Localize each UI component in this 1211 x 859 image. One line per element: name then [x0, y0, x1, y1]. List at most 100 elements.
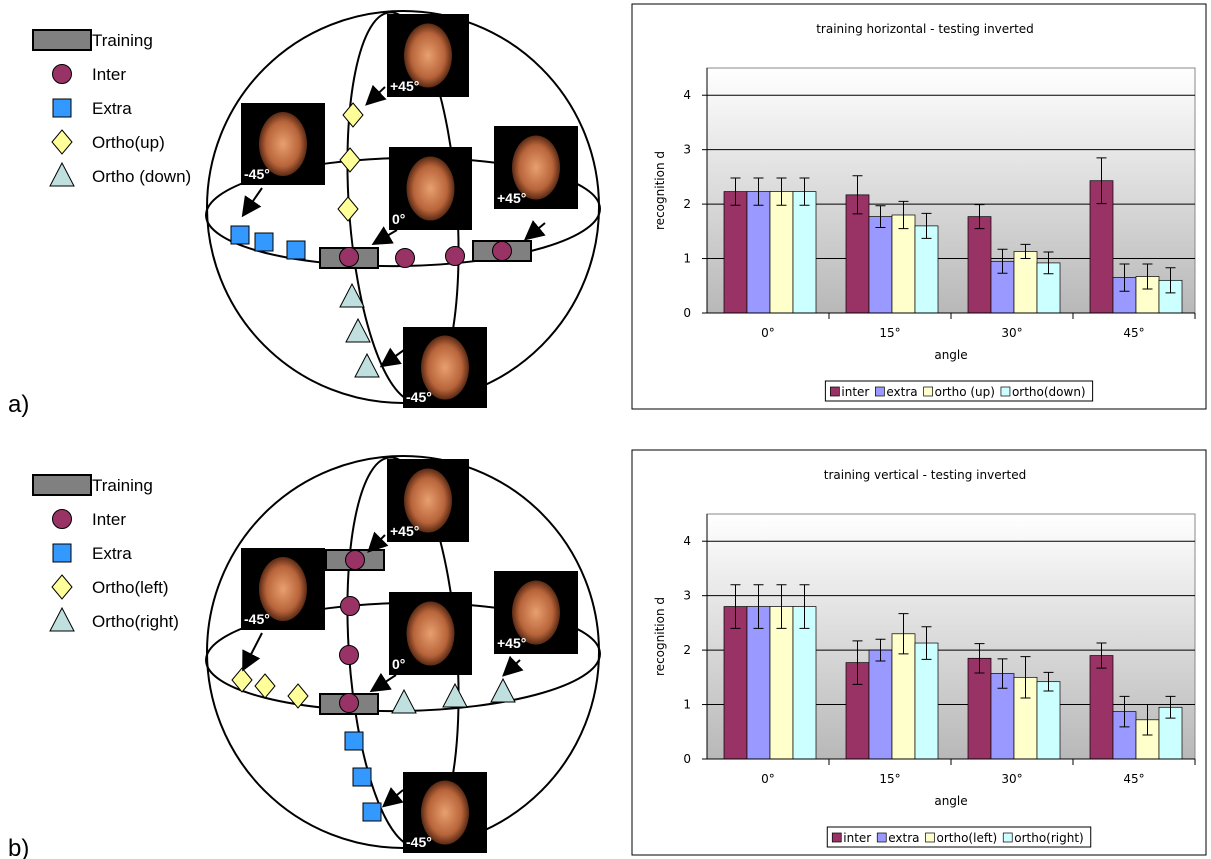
inter-marker: [446, 247, 465, 266]
inter-marker: [340, 646, 359, 665]
face-label: +45°: [390, 78, 419, 94]
legend-label: inter: [843, 831, 871, 845]
ortho-marker: [50, 608, 74, 631]
arrow: [368, 87, 385, 103]
y-tick-label: 4: [683, 534, 691, 548]
legend-swatch: [1001, 387, 1010, 396]
extra-marker: [53, 544, 71, 562]
panel-label: b): [8, 835, 29, 859]
y-tick-label: 0: [683, 306, 691, 320]
extra-marker: [363, 803, 381, 821]
ortho-marker: [343, 103, 363, 127]
bar: [1014, 251, 1037, 313]
ortho-marker: [355, 354, 379, 377]
ortho-marker: [52, 575, 72, 599]
y-tick-label: 4: [683, 88, 691, 102]
panel-label: a): [8, 391, 29, 418]
bar: [747, 607, 770, 759]
ortho-marker: [288, 684, 308, 708]
x-tick-label: 45°: [1123, 326, 1144, 340]
arrow: [375, 230, 397, 243]
arrow: [383, 350, 404, 365]
diagram: Training Inter Extra Ortho(up) Ortho (down) +…: [33, 9, 601, 408]
face-label: -45°: [406, 834, 432, 850]
inter-marker: [396, 249, 415, 268]
legend-label: Inter: [92, 65, 126, 84]
chart-title: training horizontal - testing inverted: [816, 22, 1034, 36]
legend-label: ortho(left): [937, 831, 998, 845]
extra-marker: [287, 241, 305, 259]
y-tick-label: 2: [683, 643, 691, 657]
inter-marker: [340, 248, 359, 267]
x-tick-label: 45°: [1123, 772, 1144, 786]
legend-swatch: [832, 833, 841, 842]
extra-marker: [353, 768, 371, 786]
chart: training vertical - testing inverted0123…: [632, 450, 1206, 855]
arrow: [505, 660, 520, 674]
legend-label: extra: [888, 831, 919, 845]
bar: [747, 192, 770, 313]
bar: [770, 192, 793, 313]
face-label: 0°: [392, 656, 405, 672]
face-label: -45°: [406, 389, 432, 405]
arrow: [370, 535, 385, 550]
legend-swatch: [1003, 833, 1012, 842]
bar: [968, 217, 991, 313]
ortho-marker: [491, 679, 515, 702]
chart-title: training vertical - testing inverted: [824, 468, 1026, 482]
legend-swatch: [877, 833, 886, 842]
training-marker: [33, 475, 91, 495]
legend-swatch: [926, 833, 935, 842]
bar: [869, 217, 892, 313]
y-tick-label: 1: [683, 252, 691, 266]
bar: [793, 607, 816, 759]
arrow: [244, 633, 262, 668]
face: [407, 157, 455, 221]
face-label: +45°: [390, 523, 419, 539]
legend-label: Training: [92, 476, 153, 495]
ortho-marker: [443, 684, 467, 707]
legend-label: Ortho (down): [92, 167, 191, 186]
bar: [915, 226, 938, 313]
x-tick-label: 30°: [1001, 772, 1022, 786]
face: [407, 602, 455, 666]
legend: interextraortho (up)ortho(down): [825, 381, 1092, 401]
extra-marker: [255, 233, 273, 251]
face-label: +45°: [497, 190, 526, 206]
x-tick-label: 15°: [879, 772, 900, 786]
legend-swatch: [830, 387, 839, 396]
face-label: 0°: [392, 211, 405, 227]
extra-marker: [345, 732, 363, 750]
inter-marker: [340, 694, 359, 713]
y-axis-label: recognition d: [653, 597, 667, 676]
legend-label: ortho(right): [1014, 831, 1084, 845]
ortho-marker: [340, 148, 360, 172]
x-tick-label: 15°: [879, 326, 900, 340]
legend-label: ortho(down): [1012, 385, 1086, 399]
arrow: [373, 675, 396, 690]
arrow: [385, 790, 403, 805]
face-label: -45°: [244, 611, 270, 627]
legend-label: Extra: [92, 99, 132, 118]
ortho-marker: [255, 674, 275, 698]
inter-marker: [346, 551, 365, 570]
legend-label: Training: [92, 31, 153, 50]
figure: a) b) Training Inter Extra Ortho(up) Ortho (…: [0, 0, 1211, 859]
ortho-marker: [52, 130, 72, 154]
legend-label: Ortho(left): [92, 578, 169, 597]
legend-swatch: [875, 387, 884, 396]
arrow: [244, 188, 262, 214]
bar: [724, 607, 747, 759]
legend-swatch: [924, 387, 933, 396]
inter-marker: [53, 65, 72, 84]
x-tick-label: 0°: [761, 772, 775, 786]
arrow: [527, 223, 545, 238]
extra-marker: [231, 226, 249, 244]
bar: [1090, 656, 1113, 759]
ortho-marker: [50, 163, 74, 186]
y-tick-label: 3: [683, 143, 691, 157]
chart: training horizontal - testing inverted 0 1…: [632, 4, 1206, 409]
legend-label: extra: [886, 385, 917, 399]
legend-label: Ortho(up): [92, 133, 165, 152]
y-tick-label: 2: [683, 197, 691, 211]
